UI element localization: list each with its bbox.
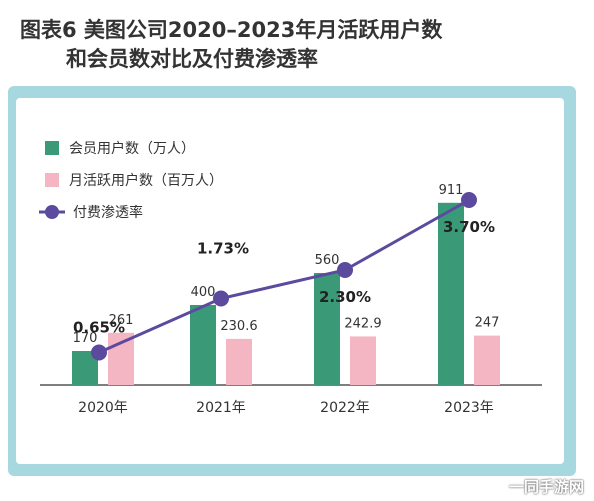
label-mau-2023年: 247: [475, 316, 500, 331]
label-mau-2021年: 230.6: [220, 319, 257, 334]
bar-mau-2022年: [350, 336, 376, 385]
x-tick-label: 2021年: [196, 400, 246, 416]
bar-members-2022年: [314, 273, 340, 385]
label-members-2021年: 400: [191, 285, 216, 300]
bar-mau-2023年: [474, 335, 500, 385]
label-members-2023年: 911: [439, 183, 464, 198]
bar-members-2023年: [438, 202, 464, 385]
rate-label-2020年: 0.65%: [73, 319, 125, 337]
rate-label-2021年: 1.73%: [197, 240, 249, 258]
chart-title: 图表6 美图公司2020–2023年月活跃用户数 和会员数对比及付费渗透率: [20, 16, 442, 74]
legend-label-rate: 付费渗透率: [73, 204, 143, 221]
title-line-1: 图表6 美图公司2020–2023年月活跃用户数: [20, 18, 443, 42]
legend-swatch-members: [45, 141, 59, 155]
watermark: 一同手游网: [508, 478, 584, 496]
rate-line: [98, 198, 470, 354]
rate-point-2020年: [91, 344, 107, 361]
rate-point-2021年: [213, 290, 229, 307]
x-tick-label: 2020年: [78, 400, 128, 416]
legend-marker-rate: [45, 205, 59, 219]
label-mau-2022年: 242.9: [344, 316, 381, 331]
title-line-2: 和会员数对比及付费渗透率: [66, 47, 318, 71]
x-tick-label: 2022年: [320, 400, 370, 416]
label-mau-2020年: 261: [109, 313, 134, 328]
rate-label-2023年: 3.70%: [443, 218, 495, 236]
rate-label-2022年: 2.30%: [319, 288, 371, 306]
bar-mau-2021年: [226, 338, 252, 385]
bar-members-2021年: [190, 305, 216, 385]
rate-point-2023年: [461, 192, 477, 208]
rate-point-2022年: [337, 262, 353, 278]
legend-swatch-mau: [45, 173, 59, 187]
label-members-2020年: 170: [73, 331, 98, 346]
bar-mau-2020年: [108, 332, 134, 385]
legend-label-members: 会员用户数（万人）: [69, 140, 195, 157]
legend-label-mau: 月活跃用户数（百万人）: [69, 172, 223, 189]
x-tick-label: 2023年: [444, 400, 494, 416]
chart-panel: [16, 98, 564, 464]
label-members-2022年: 560: [315, 253, 340, 268]
